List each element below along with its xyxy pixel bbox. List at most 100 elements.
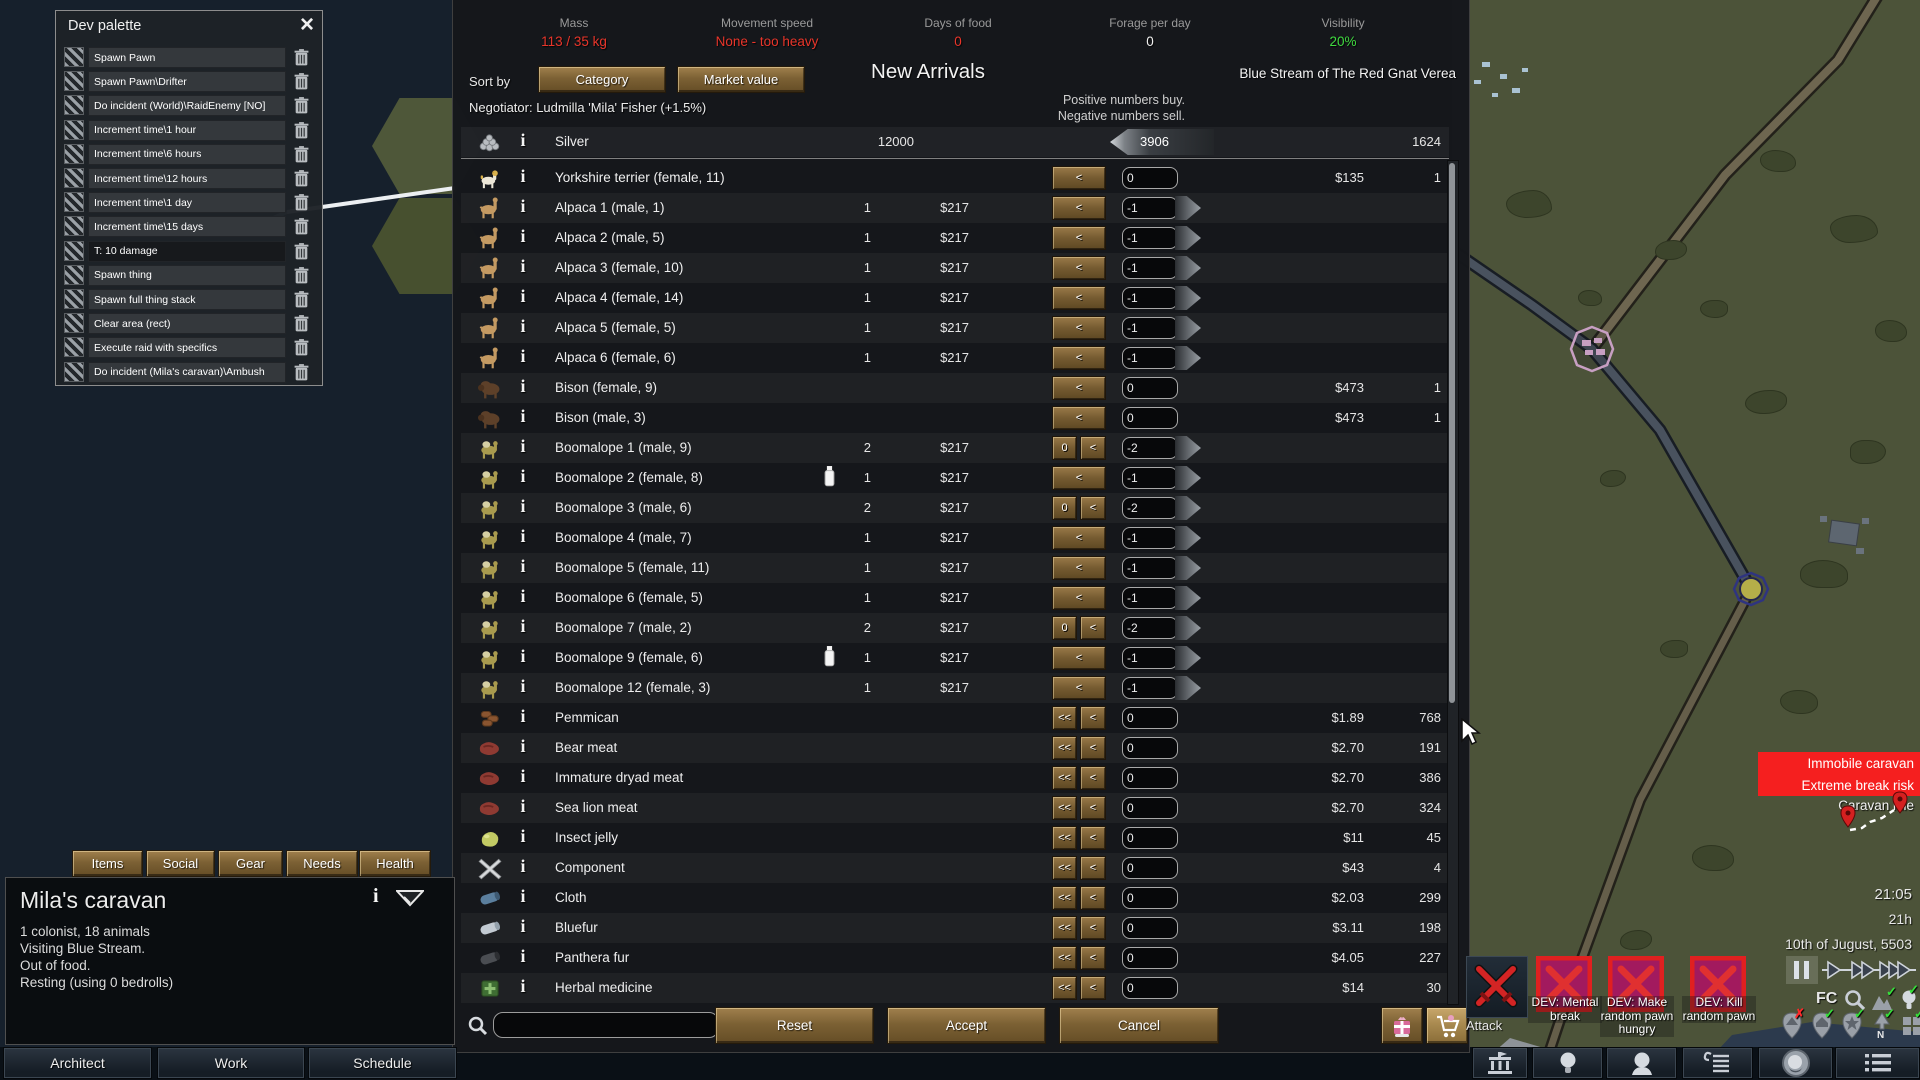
trade-amount-input[interactable]: [1122, 887, 1178, 909]
info-icon[interactable]: i: [520, 556, 526, 576]
trade-amount-input[interactable]: [1122, 467, 1178, 489]
trade-amount-input[interactable]: [1122, 737, 1178, 759]
drag-handle-icon[interactable]: [64, 192, 84, 213]
trade-amount-input[interactable]: [1122, 557, 1178, 579]
decrease-button[interactable]: <: [1080, 976, 1106, 1000]
trade-amount-input[interactable]: [1122, 707, 1178, 729]
bottombar-bulb-button[interactable]: [1532, 1047, 1603, 1079]
info-icon[interactable]: i: [520, 646, 526, 666]
bottombar-schedule-button[interactable]: Schedule: [308, 1047, 457, 1079]
gift-mode-button[interactable]: [1381, 1007, 1423, 1044]
dev-palette-item[interactable]: Spawn Pawn: [88, 47, 286, 68]
zero-button[interactable]: 0: [1052, 616, 1077, 640]
cancel-button[interactable]: Cancel: [1059, 1007, 1219, 1044]
info-icon[interactable]: i: [520, 376, 526, 396]
drag-handle-icon[interactable]: [64, 47, 84, 67]
decrease-button[interactable]: <: [1080, 826, 1106, 850]
decrease-button[interactable]: <: [1080, 856, 1106, 880]
decrease-button[interactable]: <: [1080, 736, 1106, 760]
dev-action-button[interactable]: [1607, 955, 1666, 1014]
decrease-button[interactable]: <: [1052, 286, 1106, 310]
trade-amount-input[interactable]: [1122, 317, 1178, 339]
decrease-button[interactable]: <: [1052, 166, 1106, 190]
dev-action-button[interactable]: [1689, 955, 1748, 1014]
trade-amount-input[interactable]: [1122, 617, 1178, 639]
trade-amount-input[interactable]: [1122, 287, 1178, 309]
decrease-button[interactable]: <: [1052, 556, 1106, 580]
trash-icon[interactable]: [294, 97, 309, 119]
trade-amount-input[interactable]: [1122, 797, 1178, 819]
decrease-button[interactable]: <: [1080, 916, 1106, 940]
info-icon[interactable]: i: [520, 256, 526, 276]
dev-palette-item[interactable]: Increment time\1 hour: [88, 119, 286, 141]
trash-icon[interactable]: [294, 218, 309, 240]
decrease-button[interactable]: <: [1080, 886, 1106, 910]
decrease-button[interactable]: <: [1080, 616, 1106, 640]
trade-amount-input[interactable]: [1122, 977, 1178, 999]
sort-category-button[interactable]: Category: [538, 66, 666, 93]
info-icon[interactable]: i: [520, 676, 526, 696]
info-icon[interactable]: i: [520, 316, 526, 336]
home-marker-icon[interactable]: [1810, 1012, 1834, 1044]
dev-palette-item[interactable]: Increment time\6 hours: [88, 143, 286, 165]
dev-palette-item[interactable]: Spawn full thing stack: [88, 289, 286, 310]
info-icon[interactable]: i: [520, 916, 526, 936]
north-arrow-icon[interactable]: N: [1870, 1012, 1894, 1044]
trash-icon[interactable]: [294, 194, 309, 216]
decrease-button[interactable]: <: [1052, 316, 1106, 340]
info-icon[interactable]: i: [520, 706, 526, 726]
info-icon[interactable]: i: [520, 436, 526, 456]
info-icon[interactable]: i: [520, 976, 526, 996]
info-icon[interactable]: i: [520, 886, 526, 906]
decrease-button[interactable]: <: [1052, 646, 1106, 670]
trade-amount-input[interactable]: [1122, 527, 1178, 549]
drag-handle-icon[interactable]: [64, 143, 84, 164]
decrease-all-button[interactable]: <<: [1052, 766, 1077, 790]
tab-needs[interactable]: Needs: [286, 850, 358, 877]
trash-icon[interactable]: [294, 315, 309, 337]
drag-handle-icon[interactable]: [64, 119, 84, 140]
dev-action-button[interactable]: [1535, 955, 1594, 1014]
drag-handle-icon[interactable]: [64, 95, 84, 116]
trade-amount-input[interactable]: [1122, 227, 1178, 249]
dev-palette-item[interactable]: Increment time\12 hours: [88, 168, 286, 189]
alert-immobile-caravan[interactable]: Immobile caravan: [1758, 752, 1920, 774]
favorite-marker-icon[interactable]: [1840, 1012, 1864, 1044]
info-icon[interactable]: i: [520, 406, 526, 426]
decrease-button[interactable]: <: [1052, 676, 1106, 700]
search-input[interactable]: [493, 1012, 719, 1038]
trade-amount-input[interactable]: [1122, 917, 1178, 939]
pause-button[interactable]: [1786, 956, 1818, 984]
decrease-button[interactable]: <: [1052, 376, 1106, 400]
decrease-button[interactable]: <: [1052, 196, 1106, 220]
info-icon[interactable]: i: [520, 826, 526, 846]
info-icon[interactable]: i: [520, 466, 526, 486]
drag-handle-icon[interactable]: [64, 168, 84, 188]
fc-label[interactable]: FC: [1816, 990, 1838, 1007]
drag-handle-icon[interactable]: [64, 313, 84, 334]
grid-overlay-icon[interactable]: [1900, 1012, 1920, 1044]
info-icon[interactable]: i: [520, 766, 526, 786]
dev-palette-item[interactable]: Clear area (rect): [88, 313, 286, 335]
learning-helper-icon[interactable]: [1899, 988, 1919, 1012]
decrease-button[interactable]: <: [1080, 796, 1106, 820]
tab-health[interactable]: Health: [359, 850, 431, 877]
info-icon[interactable]: i: [520, 166, 526, 186]
trade-amount-input[interactable]: [1122, 197, 1178, 219]
decrease-button[interactable]: <: [1052, 586, 1106, 610]
drag-handle-icon[interactable]: [64, 216, 84, 237]
decrease-button[interactable]: <: [1052, 226, 1106, 250]
bottombar-architect-button[interactable]: Architect: [3, 1047, 152, 1079]
trade-amount-input[interactable]: [1122, 437, 1178, 459]
terrain-toggle-icon[interactable]: [1870, 992, 1894, 1012]
dropdown-caret-icon[interactable]: [394, 890, 426, 912]
info-icon[interactable]: i: [520, 526, 526, 546]
trade-amount-input[interactable]: [1122, 347, 1178, 369]
trade-mode-button[interactable]: [1426, 1007, 1468, 1044]
info-icon[interactable]: i: [520, 226, 526, 246]
bottombar-building-button[interactable]: [1472, 1047, 1528, 1079]
bottombar-work-button[interactable]: Work: [157, 1047, 305, 1079]
decrease-all-button[interactable]: <<: [1052, 976, 1077, 1000]
tab-gear[interactable]: Gear: [218, 850, 283, 877]
info-icon[interactable]: i: [520, 346, 526, 366]
